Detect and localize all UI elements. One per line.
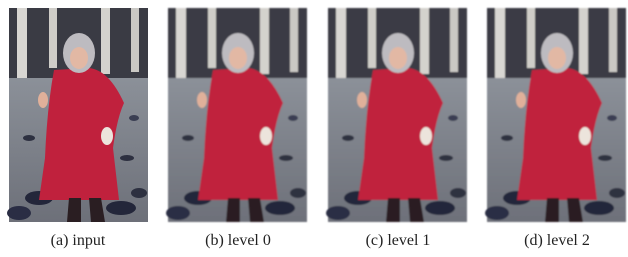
caption: (a) input bbox=[0, 232, 158, 250]
figure: (a) input (b) level 0 (c) level 1 (d) le… bbox=[0, 0, 628, 257]
caption: (d) level 2 bbox=[477, 232, 628, 250]
photo bbox=[326, 8, 467, 222]
image-row bbox=[0, 0, 628, 228]
photo bbox=[166, 8, 307, 222]
photo bbox=[7, 8, 148, 222]
caption: (b) level 0 bbox=[158, 232, 318, 250]
photo bbox=[485, 8, 626, 222]
caption: (c) level 1 bbox=[318, 232, 478, 250]
